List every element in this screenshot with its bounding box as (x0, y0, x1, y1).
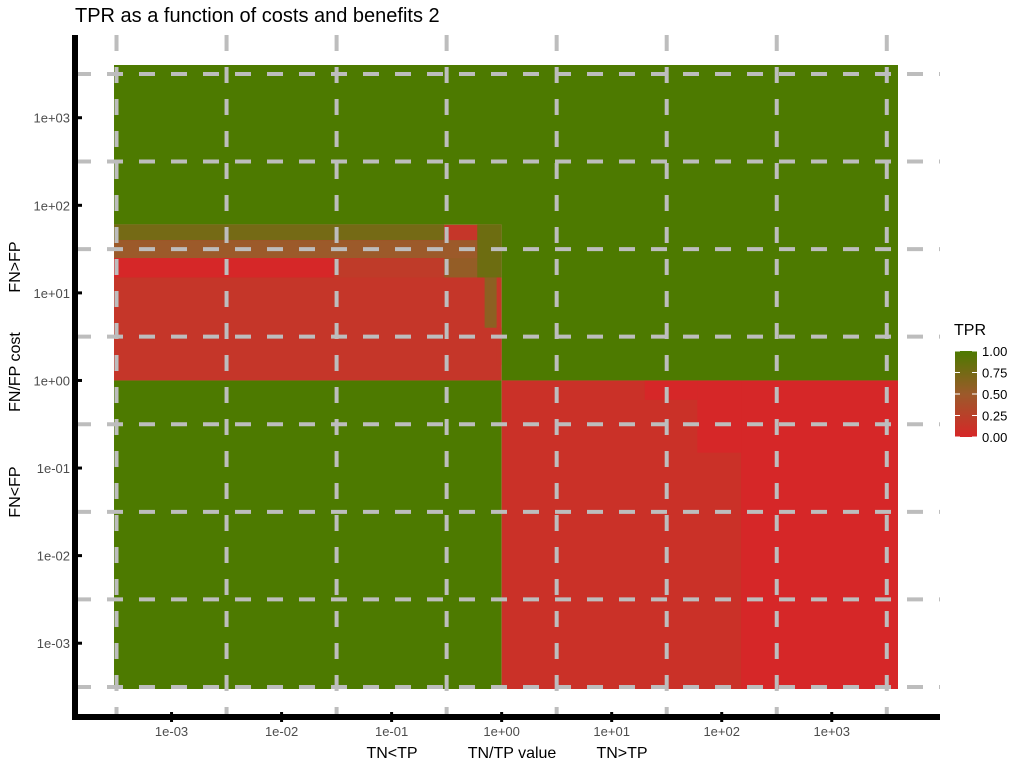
heat-band-3 (334, 258, 445, 278)
legend-colorbar (955, 351, 977, 437)
x-tick-label-2: 1e-01 (375, 724, 408, 739)
heatmap-cells (114, 65, 898, 689)
legend-title: TPR (954, 322, 986, 339)
y-axis-label-title: FN/FP cost (7, 332, 24, 412)
legend: TPR 1.00 0.75 0.50 0.25 0.00 (954, 322, 1007, 445)
x-tick-label-3: 1e+00 (483, 724, 520, 739)
heat-red-1 (697, 380, 742, 453)
x-axis-ticks: 1e-03 1e-02 1e-01 1e+00 1e+01 1e+02 1e+03 (155, 712, 850, 739)
heat-band-6 (496, 327, 502, 366)
heat-red-2 (644, 380, 698, 400)
heat-band-0 (114, 224, 445, 241)
y-tick-label-1: 1e-02 (37, 549, 70, 564)
heat-band-4 (444, 258, 485, 278)
y-tick-label-6: 1e+03 (33, 111, 70, 126)
y-tick-label-5: 1e+02 (33, 198, 70, 213)
x-tick-label-6: 1e+03 (813, 724, 850, 739)
x-axis-label-title: TN/TP value (468, 745, 557, 762)
y-axis-ticks: 1e-03 1e-02 1e-01 1e+00 1e+01 1e+02 1e+03 (33, 111, 82, 651)
legend-tick-label-1: 0.75 (982, 366, 1007, 381)
y-axis-label-high: FN>FP (7, 241, 24, 292)
legend-ticks: 1.00 0.75 0.50 0.25 0.00 (955, 344, 1007, 445)
axes (72, 35, 940, 720)
heat-red-0 (741, 380, 898, 689)
heat-cell-2 (501, 65, 898, 381)
legend-tick-label-0: 1.00 (982, 344, 1007, 359)
y-tick-label-3: 1e+00 (33, 373, 70, 388)
x-tick-label-5: 1e+02 (703, 724, 740, 739)
x-tick-label-4: 1e+01 (593, 724, 630, 739)
y-axis-label-low: FN<FP (7, 466, 24, 517)
heat-band-5 (484, 277, 497, 328)
legend-tick-label-3: 0.25 (982, 409, 1007, 424)
legend-tick-label-2: 0.50 (982, 387, 1007, 402)
x-axis-label-low: TN<TP (366, 745, 417, 762)
x-axis-label-high: TN>TP (596, 745, 647, 762)
chart-title: TPR as a function of costs and benefits … (75, 5, 440, 27)
y-tick-label-0: 1e-03 (37, 636, 70, 651)
x-tick-label-1: 1e-02 (265, 724, 298, 739)
heat-band-green (477, 224, 502, 278)
heat-band-1 (114, 240, 478, 259)
y-tick-label-4: 1e+01 (33, 286, 70, 301)
y-tick-label-2: 1e-01 (37, 461, 70, 476)
heat-band-2 (114, 258, 335, 278)
x-tick-label-0: 1e-03 (155, 724, 188, 739)
legend-tick-label-4: 0.00 (982, 430, 1007, 445)
heat-cell-3 (114, 380, 502, 689)
